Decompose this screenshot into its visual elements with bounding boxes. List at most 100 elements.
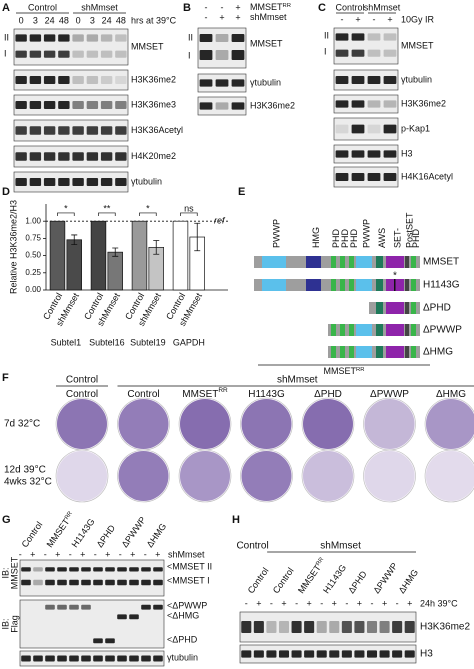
band — [231, 50, 245, 60]
band — [72, 34, 84, 42]
band — [100, 101, 113, 109]
domain — [306, 256, 321, 268]
blot — [13, 119, 129, 142]
domain — [340, 256, 345, 268]
bar — [131, 220, 148, 291]
band — [58, 101, 70, 109]
blot — [13, 145, 129, 168]
band — [58, 50, 70, 58]
band — [69, 567, 79, 572]
band — [115, 34, 127, 42]
label: shMmset — [250, 12, 287, 22]
label: H3K36Acetyl — [131, 125, 183, 135]
band — [383, 100, 397, 108]
band — [29, 126, 42, 135]
label: * — [393, 271, 397, 282]
label: PostSET — [404, 212, 414, 248]
band — [404, 621, 415, 633]
band — [231, 79, 245, 87]
label: IB: — [0, 567, 10, 578]
plate — [55, 449, 109, 503]
label-main: Control — [66, 389, 98, 400]
band — [379, 621, 390, 633]
label: + — [80, 549, 85, 559]
label: 24 — [45, 15, 55, 25]
label: PHD — [411, 228, 421, 248]
band — [366, 650, 378, 658]
label: <ΔHMG — [167, 610, 199, 620]
label: - — [371, 598, 374, 608]
label: 3 — [33, 15, 38, 25]
label: 24 — [102, 15, 112, 25]
label: GAPDH — [173, 337, 205, 347]
label: + — [235, 2, 240, 12]
label: ref — [214, 216, 226, 226]
label: I — [4, 48, 7, 58]
label: H3K36me2 — [131, 74, 176, 84]
domain — [405, 346, 409, 358]
domain — [376, 324, 383, 336]
band — [117, 655, 127, 662]
band — [86, 178, 99, 186]
band — [367, 49, 381, 57]
blot — [333, 94, 399, 114]
label: ΔPWWP — [423, 325, 462, 336]
label: MMSET — [401, 40, 434, 50]
band — [81, 567, 91, 572]
label-main: MMSET — [250, 2, 283, 12]
label: 0.00 — [25, 285, 41, 294]
error-bar — [153, 240, 160, 255]
label: ΔPHD — [347, 569, 370, 596]
label: <ΔPWWP — [167, 600, 207, 610]
band — [129, 614, 139, 620]
label: + — [155, 549, 160, 559]
band — [15, 50, 27, 58]
band — [45, 567, 55, 572]
label: Subtel1 — [51, 337, 82, 347]
label: - — [119, 549, 122, 559]
band — [392, 650, 403, 658]
label: - — [245, 598, 248, 608]
domain — [376, 279, 383, 291]
band — [329, 650, 340, 658]
band — [141, 604, 151, 610]
blot — [13, 69, 129, 91]
label-main: ΔPHD — [314, 389, 342, 400]
label: MMSETRR — [250, 2, 291, 12]
label-main: Control — [127, 389, 159, 400]
sig-bracket — [98, 212, 116, 216]
band — [367, 33, 381, 41]
label: + — [55, 549, 60, 559]
label: H4K16Acetyl — [401, 171, 453, 181]
label: H1143G — [70, 517, 97, 550]
band — [335, 124, 349, 134]
label: + — [105, 549, 110, 559]
label: Control — [236, 541, 268, 552]
colonies — [241, 399, 292, 449]
band — [100, 126, 113, 135]
band — [141, 655, 151, 662]
band — [341, 650, 352, 658]
band — [72, 178, 84, 186]
label: MMSETRR — [182, 387, 228, 399]
label: H3K36me2 — [250, 100, 295, 110]
band — [383, 150, 397, 158]
band — [72, 76, 84, 84]
blot — [19, 599, 165, 649]
band — [15, 178, 27, 186]
label: IB: — [0, 618, 10, 629]
label-sup: RR — [218, 387, 228, 394]
band — [241, 650, 252, 658]
label: ΔPWWP — [372, 561, 400, 595]
label-main: ΔHMG — [397, 568, 421, 596]
band — [93, 579, 103, 586]
band — [117, 567, 127, 572]
domain — [356, 324, 372, 336]
domain — [411, 324, 416, 336]
band — [341, 621, 352, 633]
sig-bracket — [57, 212, 75, 216]
band — [69, 604, 79, 610]
label: 0.25 — [25, 268, 41, 277]
panel-label: C — [318, 2, 326, 14]
